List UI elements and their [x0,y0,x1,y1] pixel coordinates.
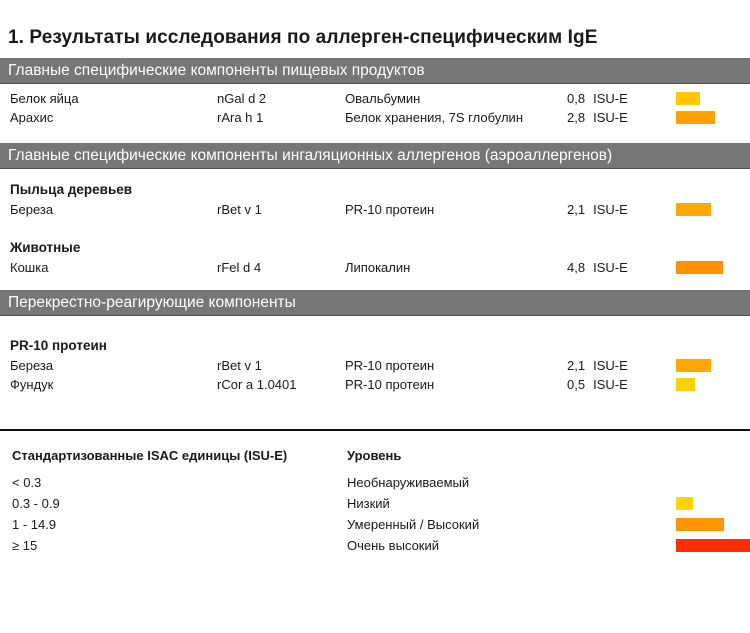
group-label-pr10: PR-10 протеин [10,338,107,353]
allergen-name: Арахис [10,110,54,125]
value-number: 0,5 [567,377,586,392]
group-label-tree-pollen: Пыльца деревьев [10,182,133,197]
legend-row: 0.3 - 0.9 Низкий [0,493,750,514]
divider [0,429,750,431]
level-bar-cell [676,89,750,108]
legend-level: Низкий [347,496,390,511]
legend-level: Очень высокий [347,538,440,553]
result-value: 2,1 ISU-E [567,202,676,217]
component-code: rFel d 4 [217,260,262,275]
legend-row: < 0.3 Необнаруживаемый [0,472,750,493]
result-value: 0,8 ISU-E [567,91,676,106]
legend-row: 1 - 14.9 Умеренный / Высокий [0,514,750,535]
level-bar [676,111,715,124]
result-value: 2,8 ISU-E [567,110,676,125]
legend-bar-cell [676,493,750,514]
result-value: 0,5 ISU-E [567,377,676,392]
level-bar-cell [676,200,750,219]
table-row: Береза rBet v 1 PR-10 протеин 2,1 ISU-E [0,200,750,219]
value-number: 2,1 [567,202,586,217]
value-unit: ISU-E [593,260,628,275]
table-row: Арахис rAra h 1 Белок хранения, 7S глобу… [0,108,750,127]
legend-range: < 0.3 [12,475,42,490]
page-title: 1. Результаты исследования по аллерген-с… [8,27,598,48]
legend-bar-cell [676,514,750,535]
allergen-name: Фундук [10,377,54,392]
allergen-name: Белок яйца [10,91,79,106]
legend-row: ≥ 15 Очень высокий [0,535,750,556]
legend-bar [676,518,724,531]
group-label-animals: Животные [10,240,81,255]
table-row: Береза rBet v 1 PR-10 протеин 2,1 ISU-E [0,356,750,375]
section-header-cross-reactive: Перекрестно-реагирующие компоненты [0,290,750,316]
level-bar [676,261,723,274]
value-number: 4,8 [567,260,586,275]
protein-family: Овальбумин [345,91,421,106]
protein-family: PR-10 протеин [345,377,435,392]
value-number: 2,1 [567,358,586,373]
legend-range: 0.3 - 0.9 [12,496,60,511]
value-unit: ISU-E [593,110,628,125]
component-code: rBet v 1 [217,202,262,217]
level-bar [676,378,695,391]
legend-bar-cell [676,535,750,556]
allergen-name: Береза [10,358,54,373]
component-code: rCor a 1.0401 [217,377,297,392]
value-unit: ISU-E [593,91,628,106]
level-bar [676,203,711,216]
level-bar [676,359,711,372]
allergen-name: Кошка [10,260,49,275]
legend-level: Умеренный / Высокий [347,517,480,532]
component-code: rBet v 1 [217,358,262,373]
allergen-name: Береза [10,202,54,217]
value-number: 2,8 [567,110,586,125]
legend-bar [676,497,693,510]
section-header-food: Главные специфические компоненты пищевых… [0,58,750,84]
legend-range: 1 - 14.9 [12,517,57,532]
legend-range: ≥ 15 [12,538,38,553]
table-row: Белок яйца nGal d 2 Овальбумин 0,8 ISU-E [0,89,750,108]
component-code: rAra h 1 [217,110,264,125]
value-unit: ISU-E [593,202,628,217]
section-header-inhalation: Главные специфические компоненты ингаляц… [0,143,750,169]
legend-level-header: Уровень [347,448,402,463]
protein-family: Липокалин [345,260,411,275]
component-code: nGal d 2 [217,91,267,106]
protein-family: Белок хранения, 7S глобулин [345,110,523,125]
result-value: 4,8 ISU-E [567,260,676,275]
value-number: 0,8 [567,91,586,106]
section-food-rows: Белок яйца nGal d 2 Овальбумин 0,8 ISU-E … [0,89,750,127]
value-unit: ISU-E [593,377,628,392]
legend-level: Необнаруживаемый [347,475,470,490]
legend-bar-cell [676,472,750,493]
legend-header-row: Стандартизованные ISAC единицы (ISU-E) У… [0,448,750,472]
level-bar [676,92,700,105]
protein-family: PR-10 протеин [345,202,435,217]
legend-units-header: Стандартизованные ISAC единицы (ISU-E) [12,448,288,463]
level-bar-cell [676,356,750,375]
legend: Стандартизованные ISAC единицы (ISU-E) У… [0,448,750,556]
table-row: Фундук rCor a 1.0401 PR-10 протеин 0,5 IS… [0,375,750,394]
level-bar-cell [676,258,750,277]
level-bar-cell [676,108,750,127]
level-bar-cell [676,375,750,394]
legend-bar [676,539,750,552]
value-unit: ISU-E [593,358,628,373]
protein-family: PR-10 протеин [345,358,435,373]
result-value: 2,1 ISU-E [567,358,676,373]
table-row: Кошка rFel d 4 Липокалин 4,8 ISU-E [0,258,750,277]
